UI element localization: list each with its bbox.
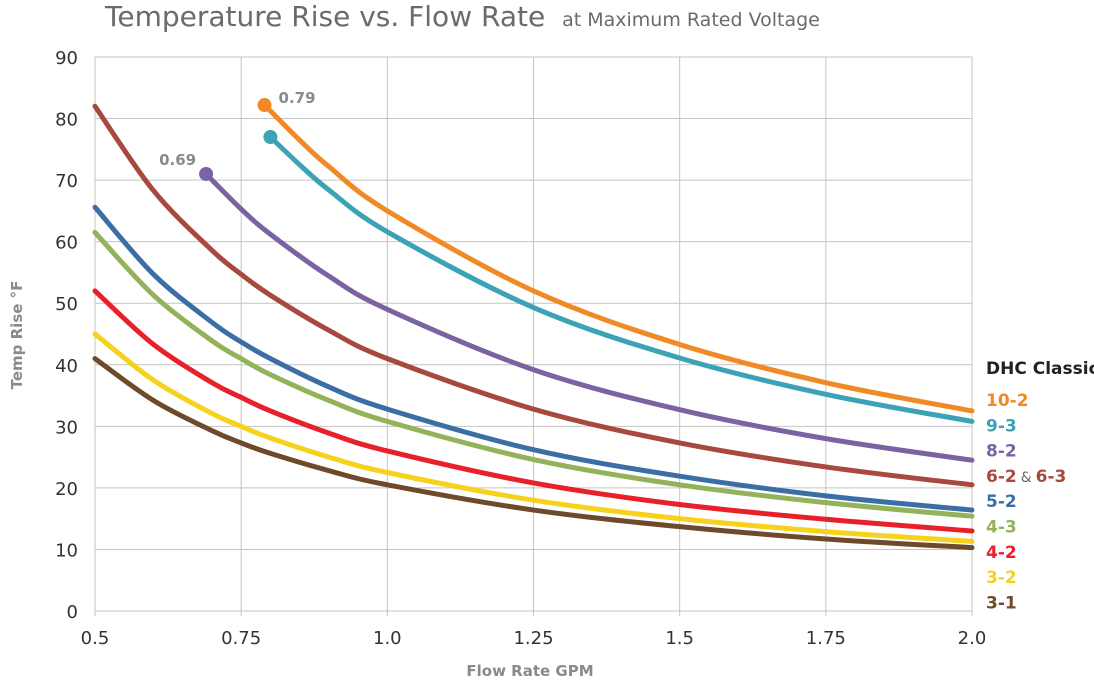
y-tick-label: 70 xyxy=(55,171,78,192)
series-line-3-2 xyxy=(92,331,975,544)
series-4-3 xyxy=(92,229,975,519)
y-tick-label: 60 xyxy=(55,233,78,254)
x-tick-label: 0.5 xyxy=(81,628,110,649)
legend-item-3-1: 3-1 xyxy=(986,593,1017,613)
y-tick-label: 20 xyxy=(55,479,78,500)
legend-item-6-2-6-3: 6-2 & 6-3 xyxy=(986,467,1066,487)
legend-title: DHC Classic xyxy=(986,359,1094,379)
legend-item-9-3: 9-3 xyxy=(986,416,1017,436)
x-tick-label: 1.5 xyxy=(665,628,694,649)
series-start-marker-10-2 xyxy=(257,98,272,113)
legend-label: 4-3 xyxy=(986,518,1017,538)
series-layer xyxy=(92,98,975,551)
legend-ampersand: & xyxy=(1021,470,1032,486)
legend-label: 5-2 xyxy=(986,492,1017,512)
legend-item-3-2: 3-2 xyxy=(986,568,1017,588)
y-tick-label: 30 xyxy=(55,417,78,438)
series-4-2 xyxy=(92,288,975,534)
legend-item-4-3: 4-3 xyxy=(986,518,1017,538)
series-5-2 xyxy=(92,204,975,513)
x-tick-label: 1.0 xyxy=(373,628,402,649)
legend-item-8-2: 8-2 xyxy=(986,442,1017,462)
series-3-1 xyxy=(92,356,975,551)
legend-label: 3-2 xyxy=(986,568,1017,588)
legend-item-5-2: 5-2 xyxy=(986,492,1017,512)
legend-label: 9-3 xyxy=(986,416,1017,436)
series-line-6-2-6-3 xyxy=(92,103,975,488)
legend-label: 3-1 xyxy=(986,593,1017,613)
chart-subtitle: at Maximum Rated Voltage xyxy=(562,9,820,31)
series-8-2 xyxy=(199,166,975,463)
series-10-2 xyxy=(257,98,975,414)
legend-label: 6-3 xyxy=(1036,467,1067,487)
chart-title-main: Temperature Rise vs. Flow Rate xyxy=(104,0,545,33)
legend-item-4-2: 4-2 xyxy=(986,543,1017,563)
y-tick-label: 10 xyxy=(55,540,78,561)
y-tick-label: 0 xyxy=(67,602,78,623)
legend: DHC Classic 10-2 9-3 8-2 6-2 & 6-3 5-2 4-3 4-2 3-… xyxy=(986,359,1094,613)
series-6-2-6-3 xyxy=(92,103,975,488)
legend-label: 10-2 xyxy=(986,391,1029,411)
chart-title: Temperature Rise vs. Flow Rate at Maximu… xyxy=(104,0,820,33)
y-axis-title: Temp Rise °F xyxy=(8,281,26,390)
series-3-2 xyxy=(92,331,975,544)
x-tick-label: 2.0 xyxy=(958,628,987,649)
y-tick-label: 90 xyxy=(55,48,78,69)
x-tick-label: 0.75 xyxy=(221,628,261,649)
series-line-10-2 xyxy=(262,102,975,414)
annotation-10-2: 0.79 xyxy=(279,89,316,107)
y-axis-ticks: 0 10 20 30 40 50 60 70 80 90 xyxy=(55,48,78,623)
annotation-layer: 0.79 0.69 xyxy=(159,89,315,169)
series-start-marker-8-2 xyxy=(199,166,214,181)
series-line-3-1 xyxy=(92,356,975,551)
series-line-4-3 xyxy=(92,229,975,519)
y-tick-label: 80 xyxy=(55,110,78,131)
series-9-3 xyxy=(263,130,975,424)
series-start-marker-9-3 xyxy=(263,130,278,145)
x-axis-ticks: 0.5 0.75 1.0 1.25 1.5 1.75 2.0 xyxy=(81,628,987,649)
series-line-5-2 xyxy=(92,204,975,513)
x-tick-label: 1.75 xyxy=(806,628,846,649)
legend-label: 8-2 xyxy=(986,442,1017,462)
legend-item-10-2: 10-2 xyxy=(986,391,1029,411)
series-line-9-3 xyxy=(267,134,975,424)
y-tick-label: 50 xyxy=(55,294,78,315)
annotation-8-2: 0.69 xyxy=(159,151,196,169)
series-line-4-2 xyxy=(92,288,975,534)
legend-label: 6-2 xyxy=(986,467,1017,487)
x-tick-label: 1.25 xyxy=(513,628,553,649)
y-tick-label: 40 xyxy=(55,356,78,377)
series-line-8-2 xyxy=(203,171,975,463)
x-axis-title: Flow Rate GPM xyxy=(466,662,593,680)
legend-label: 4-2 xyxy=(986,543,1017,563)
